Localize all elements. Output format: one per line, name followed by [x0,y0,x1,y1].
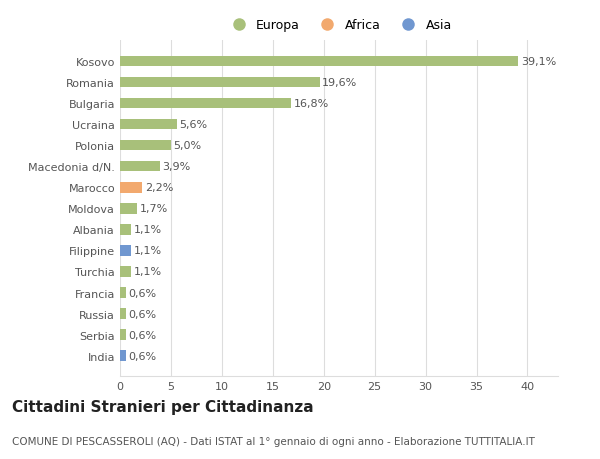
Text: 1,7%: 1,7% [140,204,168,214]
Bar [120,140,171,151]
Text: 5,6%: 5,6% [179,120,208,130]
Bar [120,183,142,193]
Text: 0,6%: 0,6% [128,351,157,361]
Bar [120,267,131,277]
Bar [120,56,518,67]
Text: 1,1%: 1,1% [134,267,162,277]
Bar [120,119,177,130]
Bar [120,204,137,214]
Text: 5,0%: 5,0% [173,141,202,151]
Bar [120,288,126,298]
Bar [120,78,320,88]
Text: COMUNE DI PESCASSEROLI (AQ) - Dati ISTAT al 1° gennaio di ogni anno - Elaborazio: COMUNE DI PESCASSEROLI (AQ) - Dati ISTAT… [12,436,535,446]
Bar [120,308,126,319]
Text: 1,1%: 1,1% [134,246,162,256]
Bar [120,99,291,109]
Text: 3,9%: 3,9% [162,162,191,172]
Text: 0,6%: 0,6% [128,288,157,298]
Text: 0,6%: 0,6% [128,330,157,340]
Bar [120,246,131,256]
Text: 39,1%: 39,1% [521,57,556,67]
Text: 1,1%: 1,1% [134,225,162,235]
Text: 2,2%: 2,2% [145,183,173,193]
Text: 0,6%: 0,6% [128,309,157,319]
Bar [120,330,126,340]
Bar [120,224,131,235]
Text: 16,8%: 16,8% [293,99,329,109]
Text: Cittadini Stranieri per Cittadinanza: Cittadini Stranieri per Cittadinanza [12,399,314,414]
Bar [120,351,126,361]
Bar [120,162,160,172]
Text: 19,6%: 19,6% [322,78,358,88]
Legend: Europa, Africa, Asia: Europa, Africa, Asia [221,14,457,37]
